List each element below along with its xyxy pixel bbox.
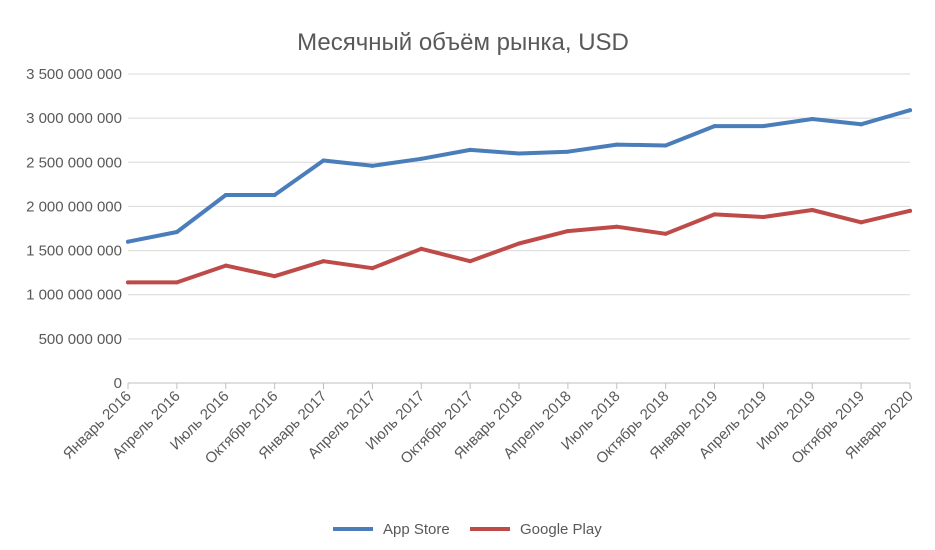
data-point: [908, 108, 912, 113]
data-point: [810, 207, 815, 212]
data-point: [908, 208, 912, 213]
y-tick-label: 500 000 000: [39, 331, 122, 348]
y-axis-labels: 0 500 000 000 1 000 000 000 1 500 000 000 2 …: [26, 66, 122, 392]
data-point: [174, 230, 179, 235]
data-point: [712, 212, 717, 217]
chart-title: Месячный объём рынка, USD: [297, 29, 629, 56]
data-point: [223, 192, 228, 197]
data-point: [223, 263, 228, 268]
data-point: [321, 158, 326, 163]
data-point: [174, 280, 179, 285]
series-lines: [126, 108, 912, 285]
data-point: [761, 124, 766, 129]
data-point: [370, 163, 375, 168]
data-point: [419, 156, 424, 161]
y-tick-label: 1 500 000 000: [26, 243, 122, 260]
data-point: [272, 274, 277, 279]
legend-label: App Store: [383, 521, 450, 538]
data-point: [517, 151, 521, 156]
data-point: [810, 117, 815, 122]
data-point: [565, 149, 570, 154]
data-point: [419, 246, 424, 251]
data-point: [321, 259, 326, 264]
y-tick-label: 2 500 000 000: [26, 154, 122, 171]
y-tick-label: 3 000 000 000: [26, 110, 122, 127]
data-point: [663, 231, 668, 236]
series-line-app-store: [126, 108, 912, 244]
data-point: [468, 259, 473, 264]
data-point: [761, 215, 766, 220]
data-point: [468, 147, 473, 152]
data-point: [126, 239, 130, 244]
y-tick-label: 3 500 000 000: [26, 66, 122, 83]
grid-lines: [128, 73, 910, 384]
data-point: [614, 142, 619, 147]
data-point: [663, 143, 668, 148]
data-point: [565, 229, 570, 234]
legend: App Store Google Play: [333, 521, 602, 538]
data-point: [370, 266, 375, 271]
data-point: [126, 280, 130, 285]
series-line-google-play: [126, 208, 912, 285]
y-tick-label: 2 000 000 000: [26, 198, 122, 215]
data-point: [712, 124, 717, 129]
legend-label: Google Play: [520, 521, 602, 538]
x-axis: [127, 383, 911, 389]
y-tick-label: 1 000 000 000: [26, 287, 122, 304]
y-tick-label: 0: [114, 375, 122, 392]
data-point: [272, 192, 277, 197]
data-point: [859, 220, 864, 225]
data-point: [517, 241, 521, 246]
data-point: [859, 122, 864, 127]
data-point: [614, 224, 619, 229]
